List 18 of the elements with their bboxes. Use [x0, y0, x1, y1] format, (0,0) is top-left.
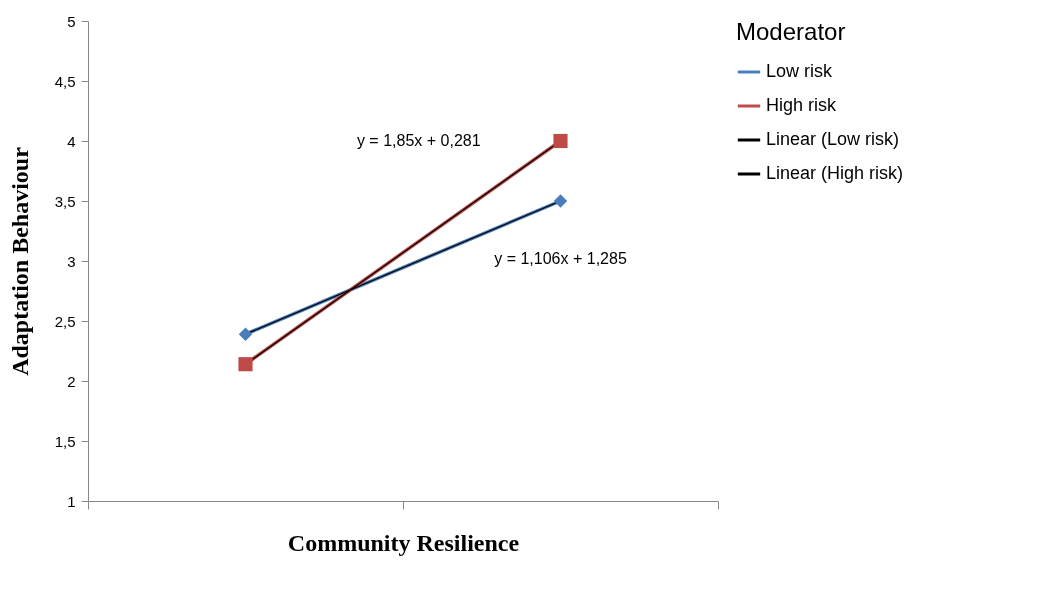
y-tick-label: 3 — [67, 252, 76, 270]
annotation: y = 1,85x + 0,281 — [356, 132, 481, 149]
y-tick-label: 5 — [67, 12, 76, 30]
y-tick-label: 2 — [67, 372, 76, 390]
legend-label: Linear (Low risk) — [766, 129, 900, 149]
annotation: y = 1,106x + 1,285 — [494, 249, 627, 267]
y-tick-label: 2,5 — [54, 312, 76, 330]
legend-label: Linear (High risk) — [766, 163, 904, 183]
y-tick-label: 1 — [67, 492, 76, 510]
legend-label: High risk — [766, 95, 838, 115]
y-tick-label: 4 — [67, 132, 76, 150]
x-axis-title: Community Resilience — [287, 530, 520, 556]
legend-title: Moderator — [736, 18, 846, 45]
y-tick-label: 4,5 — [54, 72, 76, 90]
y-tick-label: 3,5 — [54, 192, 76, 210]
legend-label: Low risk — [766, 61, 834, 81]
y-tick-label: 1,5 — [54, 432, 76, 450]
y-axis-title: Adaptation Behaviour — [6, 146, 33, 376]
